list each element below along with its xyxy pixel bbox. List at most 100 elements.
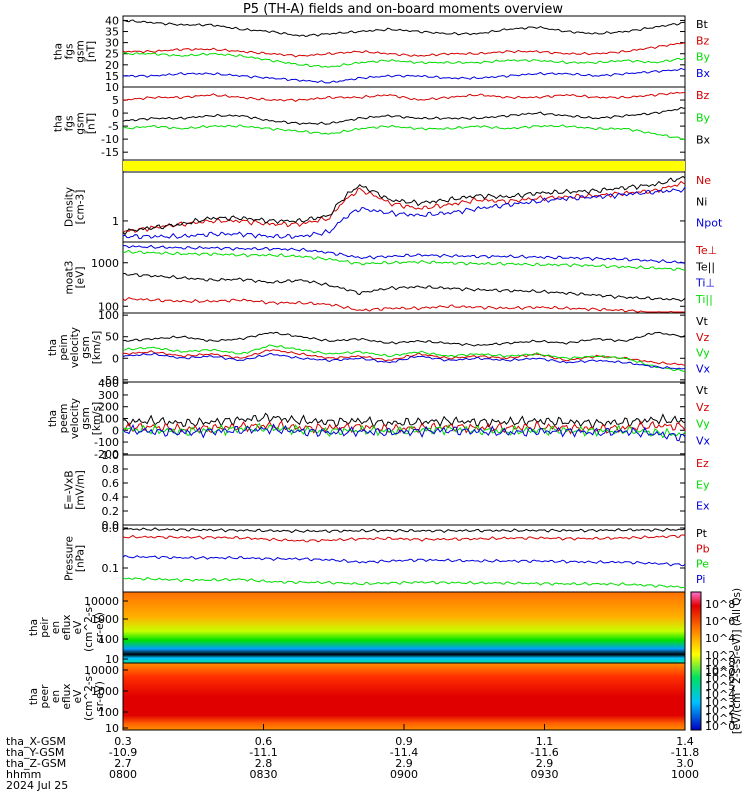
spec-tick-1-2: 100	[98, 706, 119, 719]
panel-frame-0	[122, 15, 686, 88]
colorbar-lower-tick-3: 10^5	[705, 680, 735, 693]
colorbar-label: [eV/(cm^2-s-sr-eV)] (All Qs)	[731, 588, 743, 734]
spec-tick-1-3: 10	[105, 722, 119, 735]
series-8-Pi	[122, 554, 686, 567]
ylabel-0-1: fgs	[64, 44, 76, 60]
legend-3-Ne: Ne	[696, 174, 711, 187]
ytick-label-6-4: 0	[112, 424, 119, 437]
ytick-label-6-5: -100	[94, 436, 119, 449]
xaxis-hhmm-0: 0800	[109, 768, 137, 781]
spec-tick-0-2: 100	[98, 633, 119, 646]
ytick-label-0-3: 25	[105, 48, 119, 61]
xaxis-y-1: -11.1	[249, 746, 277, 759]
panel-frame-7	[122, 454, 686, 526]
xaxis-y-2: -11.4	[390, 746, 418, 759]
legend-8-Pt: Pt	[696, 527, 708, 540]
series-0-Bx	[122, 67, 686, 84]
xaxis-row-label-2: tha_Z-GSM	[6, 757, 66, 770]
ylabel-7-1: [mV/m]	[75, 470, 87, 509]
ylabel-1-0: tha	[53, 115, 65, 132]
series-6-Vx	[122, 423, 686, 442]
ytick-label-0-2: 30	[105, 37, 119, 50]
colorbar-lower-tick-2: 10^6	[705, 672, 735, 685]
spec-ylabel-1-5: (cm^2-s-	[83, 672, 95, 721]
spec-tick-1-1: 1000	[91, 685, 119, 698]
series-8-Pb	[122, 534, 686, 543]
legend-7-Ey: Ey	[696, 478, 710, 491]
xaxis-hhmm-1: 0830	[250, 768, 278, 781]
xaxis-x-1: 0.6	[255, 735, 273, 748]
ylabel-1-1: fgs	[64, 116, 76, 132]
series-5-Vy	[122, 344, 686, 373]
ytick-label-1-4: -15	[101, 146, 119, 159]
ytick-label-6-2: 200	[98, 401, 119, 414]
xaxis-x-0: 0.3	[114, 735, 132, 748]
colorbar-lower-tick-5: 10^3	[705, 696, 735, 709]
ytick-label-8-1: 0.1	[102, 562, 120, 575]
ylabel-4-1: [eV]	[75, 267, 87, 289]
series-5-Vx	[122, 352, 686, 370]
legend-4-Ti⊥: Ti⊥	[695, 277, 715, 290]
legend-1-Bx: Bx	[696, 134, 711, 147]
legend-3-Ni: Ni	[696, 195, 707, 208]
ylabel-6-0: tha	[47, 410, 59, 427]
ytick-label-3-0: 1	[112, 215, 119, 228]
xaxis-y-0: -10.9	[109, 746, 137, 759]
ylabel-0-2: gsm	[75, 40, 87, 62]
legend-1-Bz: Bz	[696, 89, 710, 102]
ylabel-1-3: [nT]	[86, 113, 98, 134]
plot-title: P5 (TH-A) fields and on-board moments ov…	[243, 2, 563, 17]
series-4-Ti⊥	[122, 244, 686, 264]
panel-frame-5	[122, 312, 686, 383]
ytick-label-4-1: 100	[98, 300, 119, 313]
ytick-label-0-4: 20	[105, 59, 119, 72]
panel-frame-4	[122, 241, 686, 314]
series-8-Pt	[122, 527, 686, 534]
xaxis-row-label-0: tha_X-GSM	[6, 735, 66, 748]
colorbar-lower-tick-0: 10^8	[705, 656, 735, 669]
spec-ylabel-1-4: eV	[72, 689, 84, 703]
legend-5-Vt: Vt	[696, 315, 709, 328]
legend-5-Vx: Vx	[696, 362, 711, 375]
series-8-Pe	[122, 577, 685, 589]
ytick-label-5-1: 50	[105, 331, 119, 344]
spectrogram-1	[123, 663, 685, 730]
panel-frame-8	[122, 524, 686, 593]
spec-ylabel-0-4: eV	[72, 620, 84, 634]
spec-ylabel-0-5: (cm^2-s-	[83, 603, 95, 652]
xaxis-row-label-3: hhmm	[6, 768, 41, 781]
ylabel-5-3: gsm	[80, 336, 92, 358]
xaxis-z-4: 3.0	[676, 757, 694, 770]
series-0-Bt	[122, 19, 686, 38]
ylabel-1-2: gsm	[75, 112, 87, 134]
ylabel-3-1: [cm-3]	[75, 190, 87, 225]
legend-6-Vy: Vy	[696, 418, 710, 431]
series-4-Te||	[122, 272, 686, 302]
colorbar-upper-tick-0: 10^8	[705, 598, 735, 611]
spec-ylabel-0-3: eflux	[61, 615, 73, 641]
ytick-label-1-1: 0	[112, 107, 119, 120]
ylabel-7-0: E=-VxB	[64, 470, 76, 509]
ytick-label-7-4: 0.2	[102, 505, 120, 518]
spec-ylabel-0-0: tha	[28, 619, 40, 636]
ytick-label-5-2: 0	[112, 352, 119, 365]
ylabel-4-0: moat3	[64, 261, 76, 295]
ytick-label-4-0: 1000	[91, 257, 119, 270]
ytick-label-7-3: 0.4	[102, 491, 120, 504]
ylabel-0-0: tha	[53, 43, 65, 60]
spectrogram-0	[123, 592, 685, 663]
ytick-label-5-3: -50	[101, 374, 119, 387]
ytick-label-5-0: 100	[98, 309, 119, 322]
legend-7-Ex: Ex	[696, 500, 710, 513]
series-6-Vt	[122, 412, 686, 430]
xaxis-hhmm-2: 0900	[390, 768, 418, 781]
legend-7-Ez: Ez	[696, 457, 709, 470]
ytick-label-0-0: 40	[105, 14, 119, 27]
colorbar-lower-tick-8: 10^0	[705, 720, 735, 733]
ylabel-0-3: [nT]	[86, 41, 98, 62]
legend-4-Te||: Te||	[695, 260, 715, 273]
legend-0-Bt: Bt	[696, 18, 709, 31]
colorbar-lower-tick-7: 10^1	[705, 712, 735, 725]
series-4-Ti||	[122, 249, 686, 272]
